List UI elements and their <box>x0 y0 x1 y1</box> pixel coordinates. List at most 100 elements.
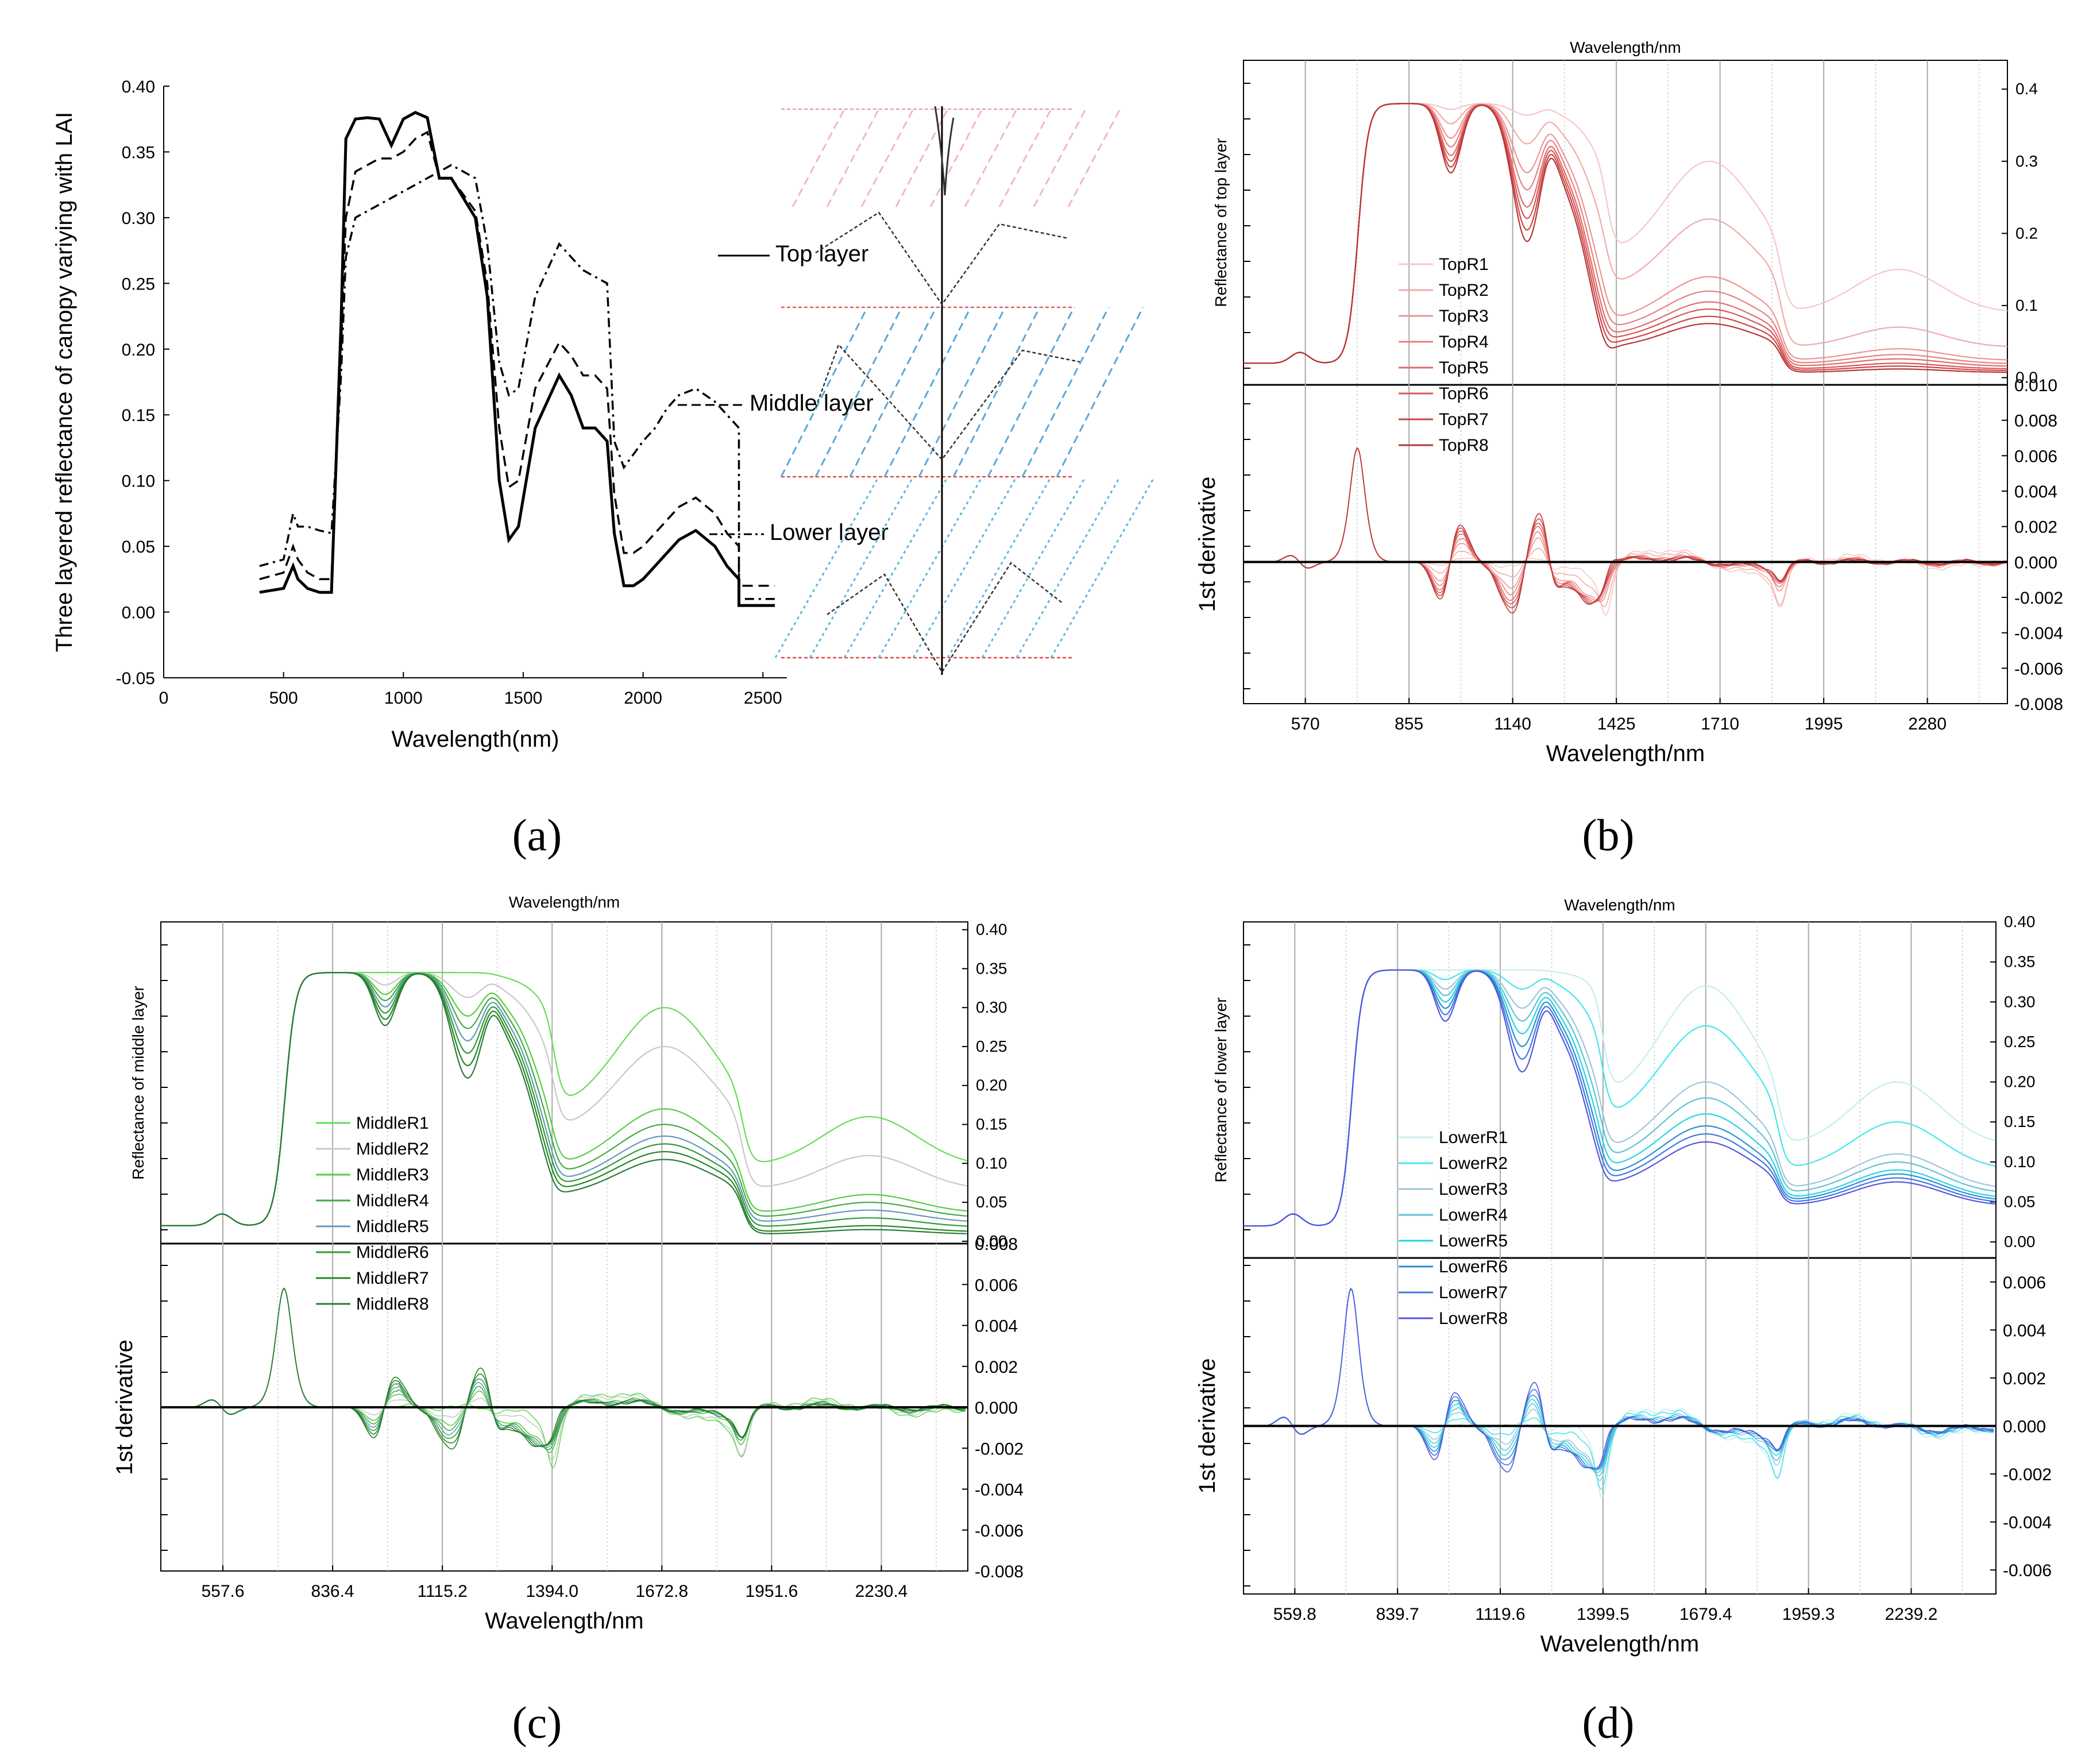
schematic-leaf-top <box>1067 109 1121 207</box>
panel-c-spectrum-5 <box>161 972 967 1226</box>
panel-d-yt-tick-label: 0.30 <box>2004 993 2036 1010</box>
a-y-tick-label: 0.05 <box>122 538 155 557</box>
panel-c-x-tick-label: 1951.6 <box>746 1582 798 1601</box>
panel-c-yt-tick-label: 0.40 <box>976 921 1007 939</box>
panel-b-legend-label: TopR6 <box>1439 384 1489 403</box>
schematic-leaf-top <box>860 109 914 207</box>
caption-a: (a) <box>512 810 562 860</box>
caption-c: (c) <box>512 1697 562 1747</box>
panel-b-yb-tick-label: -0.002 <box>2014 589 2063 608</box>
panel-d-spectrum-6 <box>1244 969 1995 1227</box>
panel-c-spectrum-8 <box>161 972 967 1234</box>
panel-c-yb-tick-label: 0.002 <box>975 1358 1018 1377</box>
a-series-line-1 <box>259 111 775 607</box>
schematic-leaf-top <box>826 109 880 207</box>
panel-b-yt-tick-label: 0.4 <box>2015 80 2038 98</box>
panel-b-derivative-3 <box>1243 447 2006 603</box>
schematic-branch <box>827 562 1063 674</box>
panel-d-yt-tick-label: 0.10 <box>2004 1153 2036 1171</box>
a-x-tick-label: 2000 <box>624 689 662 708</box>
a-series-line-2 <box>259 130 775 587</box>
panel-c-spectrum-3 <box>161 972 967 1226</box>
panel-c-yt-tick-label: 0.35 <box>976 959 1007 977</box>
a-series-label: Lower layer <box>770 520 889 545</box>
panel-d-x-tick-label: 1119.6 <box>1475 1605 1525 1624</box>
panel-d-yb-tick-label: 0.004 <box>2003 1321 2046 1340</box>
panel-b-derivative-6 <box>1243 447 2006 604</box>
panel-c-x-tick-label: 1672.8 <box>635 1582 688 1601</box>
panel-c-yb-tick-label: 0.004 <box>975 1317 1018 1336</box>
panel-d-spectrum-2 <box>1244 969 1995 1227</box>
panel-d-spectrum-3 <box>1244 969 1995 1227</box>
panel-c-legend-label: MiddleR2 <box>356 1140 429 1159</box>
panel-d-derivative-8 <box>1244 1288 1994 1473</box>
panel-d-spectrum-1 <box>1244 969 1995 1227</box>
caption-b: (b) <box>1582 810 1635 860</box>
panel-d-spectrum-8 <box>1244 969 1995 1227</box>
panel-b-yb-tick-label: 0.008 <box>2014 412 2057 431</box>
a-series-label: Top layer <box>775 241 868 267</box>
panel-c-x-tick-label: 1394.0 <box>526 1582 578 1601</box>
panel-b-top-x-label: Wavelength/nm <box>1570 38 1681 56</box>
panel-d-legend-label: LowerR7 <box>1439 1283 1508 1302</box>
panel-c-spectrum-4 <box>161 972 967 1226</box>
panel-b-x-axis-label: Wavelength/nm <box>1546 741 1705 766</box>
schematic-tip <box>934 106 955 196</box>
panel-c-legend-label: MiddleR5 <box>356 1217 429 1236</box>
a-series-line-3 <box>259 164 775 600</box>
panel-b-frame <box>1243 60 2008 704</box>
panel-b-yb-tick-label: 0.002 <box>2014 518 2057 537</box>
panel-c-legend-label: MiddleR4 <box>356 1191 429 1210</box>
a-y-tick-label: 0.20 <box>122 341 155 360</box>
panel-c-spectrum-2 <box>161 972 967 1226</box>
a-y-tick-label: 0.15 <box>122 406 155 425</box>
panel-d-x-tick-label: 1959.3 <box>1782 1605 1835 1624</box>
panel-d-x-tick-label: 1679.4 <box>1679 1605 1732 1624</box>
panel-b-yt-tick-label: 0.1 <box>2015 296 2038 314</box>
a-x-tick-label: 500 <box>269 689 298 708</box>
panel-c-legend-label: MiddleR3 <box>356 1165 429 1184</box>
panel-c-chart: 557.6 836.4 1115.2 1394.0 1672.8 1951.6 2230.4… <box>112 893 1024 1634</box>
panel-b-legend-label: TopR1 <box>1439 255 1489 274</box>
panel-b-derivative-1 <box>1243 447 2006 616</box>
panel-d-x-tick-label: 1399.5 <box>1577 1605 1629 1624</box>
schematic-leaf-top <box>998 109 1052 207</box>
panel-b-yb-tick-label: 0.000 <box>2014 553 2057 572</box>
panel-c-yb-tick-label: -0.006 <box>975 1522 1024 1541</box>
panel-c-yt-tick-label: 0.10 <box>976 1154 1007 1172</box>
a-y-tick-label: -0.05 <box>116 669 155 688</box>
schematic-leaf-top <box>791 109 845 207</box>
panel-b-yb-tick-label: -0.004 <box>2014 624 2063 643</box>
schematic-leaf-middle <box>952 307 1041 477</box>
panel-c-legend-label: MiddleR7 <box>356 1269 429 1288</box>
a-x-tick-label: 0 <box>159 689 169 708</box>
a-y-tick-label: 0.40 <box>122 78 155 97</box>
panel-d-legend-label: LowerR3 <box>1439 1180 1508 1199</box>
panel-d-yb-tick-label: 0.002 <box>2003 1369 2046 1388</box>
panel-c-legend-label: MiddleR8 <box>356 1295 429 1314</box>
panel-d-x-axis-label: Wavelength/nm <box>1540 1631 1699 1657</box>
panel-c-legend-label: MiddleR6 <box>356 1243 429 1262</box>
schematic-leaf-middle <box>1056 307 1144 477</box>
schematic-leaf-middle <box>1021 307 1110 477</box>
panel-d-legend-label: LowerR6 <box>1439 1257 1508 1276</box>
panel-c-spectrum-6 <box>161 972 967 1227</box>
panel-b-legend-label: TopR8 <box>1439 436 1489 455</box>
a-y-tick-label: 0.00 <box>122 604 155 623</box>
panel-c-derivative-8 <box>161 1288 966 1450</box>
panel-d-chart: 559.8 839.7 1119.6 1399.5 1679.4 1959.3 2239.2… <box>1195 896 2052 1657</box>
panel-b-derivative-7 <box>1243 447 2006 608</box>
panel-b-x-tick-label: 2280 <box>1908 715 1947 734</box>
panel-c-legend-label: MiddleR1 <box>356 1114 429 1133</box>
panel-b-top-y-label: Reflectance of top layer <box>1212 138 1230 307</box>
panel-b-spectrum-8 <box>1244 103 2007 373</box>
panel-b-derivative-8 <box>1243 447 2006 614</box>
panel-d-yt-tick-label: 0.15 <box>2004 1113 2036 1130</box>
panel-b-yb-tick-label: 0.006 <box>2014 447 2057 466</box>
a-y-tick-label: 0.10 <box>122 472 155 491</box>
panel-b-legend-label: TopR2 <box>1439 281 1489 300</box>
schematic-leaf-middle <box>883 307 972 477</box>
panel-c-yb-tick-label: 0.008 <box>975 1235 1018 1254</box>
panel-d-yt-tick-label: 0.20 <box>2004 1073 2036 1091</box>
panel-c-yb-tick-label: -0.002 <box>975 1439 1024 1458</box>
